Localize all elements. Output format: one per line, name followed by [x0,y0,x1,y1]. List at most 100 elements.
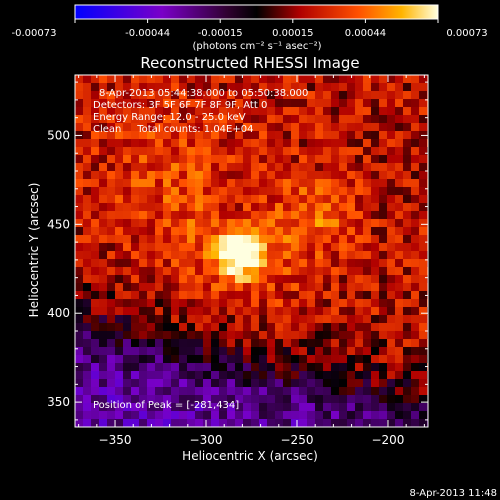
heatmap-cell [219,251,228,260]
heatmap-cell [259,235,268,244]
heatmap-cell [411,139,420,148]
heatmap-cell [267,83,276,92]
heatmap-cell [267,235,276,244]
heatmap-cell [315,243,324,252]
heatmap-cell [139,115,148,124]
heatmap-cell [331,379,340,388]
heatmap-cell [211,163,220,172]
heatmap-cell [267,355,276,364]
heatmap-cell [347,187,356,196]
heatmap-cell [83,163,92,172]
heatmap-cell [419,235,428,244]
heatmap-cell [371,139,380,148]
heatmap-cell [91,259,100,268]
heatmap-cell [83,387,92,396]
heatmap-cell [107,211,116,220]
heatmap-cell [387,379,396,388]
heatmap-cell [195,219,204,228]
heatmap-cell [339,387,348,396]
heatmap-cell [235,163,244,172]
heatmap-cell [211,307,220,316]
heatmap-cell [83,211,92,220]
heatmap-cell [355,355,364,364]
heatmap-cell [123,379,132,388]
heatmap-cell [403,147,412,156]
heatmap-cell [403,419,412,427]
heatmap-cell [339,227,348,236]
heatmap-cell [83,395,92,404]
heatmap-cell [219,91,228,100]
heatmap-cell [339,371,348,380]
heatmap-cell [267,403,276,412]
heatmap-cell [123,419,132,427]
heatmap-cell [131,187,140,196]
heatmap-cell [139,235,148,244]
heatmap-cell [387,83,396,92]
heatmap-cell [291,147,300,156]
heatmap-cell [75,331,84,340]
heatmap-cell [219,403,228,412]
heatmap-cell [419,187,428,196]
heatmap-cell [371,267,380,276]
heatmap-cell [155,347,164,356]
heatmap-cell [323,147,332,156]
heatmap-cell [379,235,388,244]
heatmap-cell [379,195,388,204]
peak-position-label: Position of Peak = [-281,434] [93,400,239,411]
heatmap-cell [259,131,268,140]
heatmap-cell [147,363,156,372]
heatmap-cell [331,171,340,180]
heatmap-cell [395,115,404,124]
heatmap-cell [363,347,372,356]
heatmap-cell [251,219,260,228]
heatmap-cell [307,91,316,100]
heatmap-cell [147,299,156,308]
heatmap-cell [291,379,300,388]
heatmap-cell [339,299,348,308]
heatmap-cell [219,203,228,212]
heatmap-cell [331,219,340,228]
heatmap-cell [355,291,364,300]
heatmap-cell [299,131,308,140]
heatmap-cell [155,371,164,380]
heatmap-cell [419,259,428,268]
heatmap-cell [131,99,140,108]
heatmap-cell [139,267,148,276]
heatmap-cell [355,299,364,308]
heatmap-cell [331,339,340,348]
heatmap-cell [275,355,284,364]
heatmap-cell [171,291,180,300]
heatmap-cell [227,339,236,348]
heatmap-cell [171,179,180,188]
heatmap-cell [307,275,316,284]
heatmap-cell [123,99,132,108]
heatmap-cell [203,75,212,84]
heatmap-cell [171,363,180,372]
heatmap-cell [131,395,140,404]
heatmap-cell [283,419,292,427]
heatmap-cell [107,363,116,372]
heatmap-cell [195,379,204,388]
heatmap-cell [371,171,380,180]
heatmap-cell [291,227,300,236]
heatmap-cell [179,179,188,188]
heatmap-cell [155,99,164,108]
heatmap-cell [331,331,340,340]
heatmap-cell [331,267,340,276]
heatmap-cell [115,195,124,204]
heatmap-cell [411,155,420,164]
heatmap-cell [163,195,172,204]
colorbar-tick-label: -0.00015 [198,28,243,39]
heatmap-cell [107,139,116,148]
heatmap-cell [291,131,300,140]
heatmap-cell [267,155,276,164]
heatmap-cell [307,283,316,292]
heatmap-cell [123,139,132,148]
heatmap-cell [267,387,276,396]
heatmap-cell [107,171,116,180]
heatmap-cell [211,387,220,396]
heatmap-cell [195,299,204,308]
heatmap-cell [179,107,188,116]
heatmap-cell [115,339,124,348]
heatmap-cell [147,139,156,148]
